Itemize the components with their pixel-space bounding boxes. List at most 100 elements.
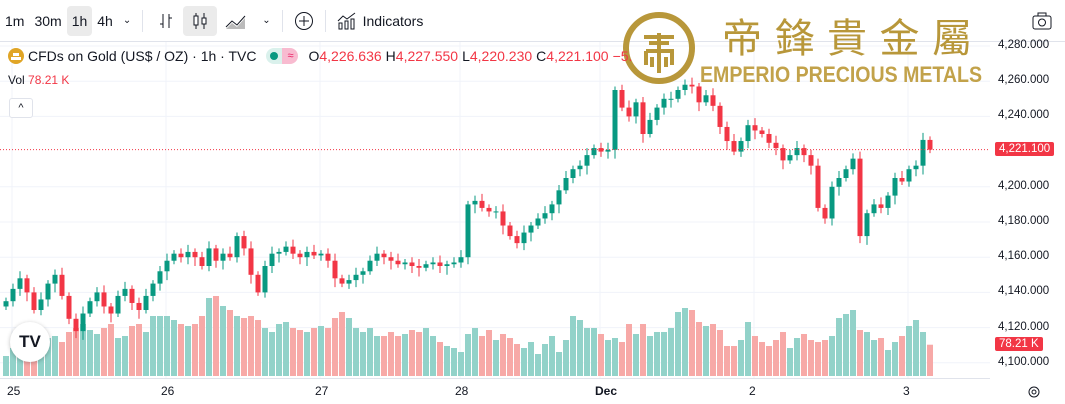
market-status[interactable]: ≈ bbox=[266, 48, 299, 64]
chevron-down-icon[interactable]: ⌄ bbox=[262, 15, 271, 26]
area-chart-icon[interactable] bbox=[217, 6, 257, 36]
market-open-icon bbox=[266, 48, 283, 64]
interval-4h[interactable]: 4h bbox=[97, 12, 113, 29]
interval-1m[interactable]: 1m bbox=[5, 12, 25, 29]
time-tick-label: 26 bbox=[161, 384, 175, 398]
candle-body bbox=[654, 107, 660, 120]
candle-body bbox=[745, 125, 751, 142]
candle-body bbox=[80, 313, 86, 332]
candle-body bbox=[591, 148, 597, 156]
chevron-down-icon[interactable]: ⌄ bbox=[122, 15, 132, 26]
volume-bar bbox=[276, 324, 282, 376]
gold-symbol-icon bbox=[8, 48, 24, 64]
volume-bar bbox=[269, 332, 275, 376]
candle-body bbox=[913, 165, 919, 170]
volume-bar bbox=[283, 322, 289, 376]
candle-body bbox=[248, 248, 254, 275]
volume-bar bbox=[787, 348, 793, 376]
compare-plus-icon[interactable] bbox=[289, 6, 319, 36]
candle-body bbox=[409, 262, 415, 266]
candle-body bbox=[451, 262, 457, 265]
candle-body bbox=[269, 253, 275, 266]
volume-bar bbox=[199, 316, 205, 376]
candle-body bbox=[346, 280, 352, 284]
indicators-button[interactable]: Indicators bbox=[332, 6, 429, 36]
candles-icon[interactable] bbox=[183, 5, 218, 36]
candle-body bbox=[521, 232, 527, 244]
interval-1h[interactable]: 1h bbox=[66, 5, 93, 36]
volume-bar bbox=[598, 334, 604, 376]
volume-bar bbox=[339, 312, 345, 376]
candle-body bbox=[661, 98, 667, 108]
volume-bar bbox=[227, 310, 233, 376]
candle-body bbox=[395, 260, 401, 265]
candle-body bbox=[752, 125, 758, 131]
price-tick-label: 4,240.000 bbox=[998, 109, 1050, 122]
candle-body bbox=[549, 204, 555, 214]
price-tick-label: 4,120.000 bbox=[998, 320, 1050, 333]
volume-bar bbox=[521, 348, 527, 376]
candle-body bbox=[542, 213, 548, 219]
volume-bar bbox=[423, 328, 429, 376]
candle-body bbox=[619, 90, 625, 108]
candle-body bbox=[276, 251, 282, 254]
candle-body bbox=[864, 213, 870, 237]
volume-bar bbox=[843, 314, 849, 376]
price-chart[interactable] bbox=[0, 0, 990, 380]
volume-bar bbox=[850, 310, 856, 376]
volume-bar bbox=[829, 336, 835, 376]
candle-body bbox=[899, 178, 905, 182]
price-axis[interactable]: 4,280.000 4,260.000 4,240.000 4,200.000 4,18… bbox=[990, 39, 1065, 380]
candle-body bbox=[115, 295, 121, 314]
volume-bar bbox=[479, 336, 485, 376]
volume-bar bbox=[696, 322, 702, 376]
volume-bar bbox=[360, 332, 366, 376]
interval-30m[interactable]: 30m bbox=[34, 12, 62, 29]
candle-body bbox=[605, 149, 611, 152]
candle-body bbox=[416, 266, 422, 268]
volume-bar bbox=[507, 338, 513, 376]
volume-bar bbox=[871, 340, 877, 376]
candle-body bbox=[339, 278, 345, 284]
candle-body bbox=[528, 225, 534, 233]
ohlc-open: O4,226.636 bbox=[308, 48, 382, 64]
camera-icon[interactable] bbox=[1027, 6, 1057, 36]
logo-chinese: 帝鋒貴金屬 bbox=[722, 16, 972, 62]
volume-bar bbox=[52, 336, 58, 376]
volume-bar bbox=[437, 342, 443, 376]
time-tick-label: Dec bbox=[595, 384, 618, 398]
candle-body bbox=[402, 262, 408, 265]
volume-bar bbox=[325, 328, 331, 376]
volume-bar bbox=[150, 316, 156, 376]
volume-bar bbox=[388, 332, 394, 376]
last-volume-badge: 78.21 K bbox=[995, 337, 1043, 351]
change-value: −5. bbox=[612, 48, 633, 64]
volume-bar bbox=[605, 340, 611, 376]
symbol-title[interactable]: CFDs on Gold (US$ / OZ) · 1h · TVC bbox=[28, 48, 257, 64]
candle-body bbox=[437, 262, 443, 266]
time-axis[interactable]: 25 26 27 28 Dec 2 3 bbox=[0, 378, 1040, 404]
volume-bar bbox=[458, 352, 464, 376]
candle-body bbox=[157, 271, 163, 284]
candle-body bbox=[675, 90, 681, 99]
volume-bar bbox=[94, 334, 100, 376]
candle-body bbox=[766, 134, 772, 143]
candle-body bbox=[794, 148, 800, 156]
candle-body bbox=[640, 102, 646, 134]
volume-bar bbox=[129, 326, 135, 376]
emperio-logo-watermark: 帝鋒貴金屬 EMPERIO PRECIOUS METALS bbox=[622, 8, 988, 88]
bar-chart-icon[interactable] bbox=[149, 6, 183, 36]
volume-bar bbox=[353, 328, 359, 376]
divider bbox=[281, 9, 283, 32]
volume-bar bbox=[759, 342, 765, 376]
candle-body bbox=[563, 178, 569, 191]
collapse-legend-button[interactable]: ^ bbox=[9, 98, 33, 118]
candle-body bbox=[850, 158, 856, 170]
candle-body bbox=[388, 257, 394, 261]
volume-bar bbox=[59, 342, 65, 376]
volume-bar bbox=[192, 324, 198, 376]
candle-body bbox=[486, 207, 492, 212]
tradingview-logo[interactable]: TV bbox=[10, 322, 50, 362]
settings-icon[interactable] bbox=[1027, 385, 1041, 399]
candle-body bbox=[500, 211, 506, 226]
